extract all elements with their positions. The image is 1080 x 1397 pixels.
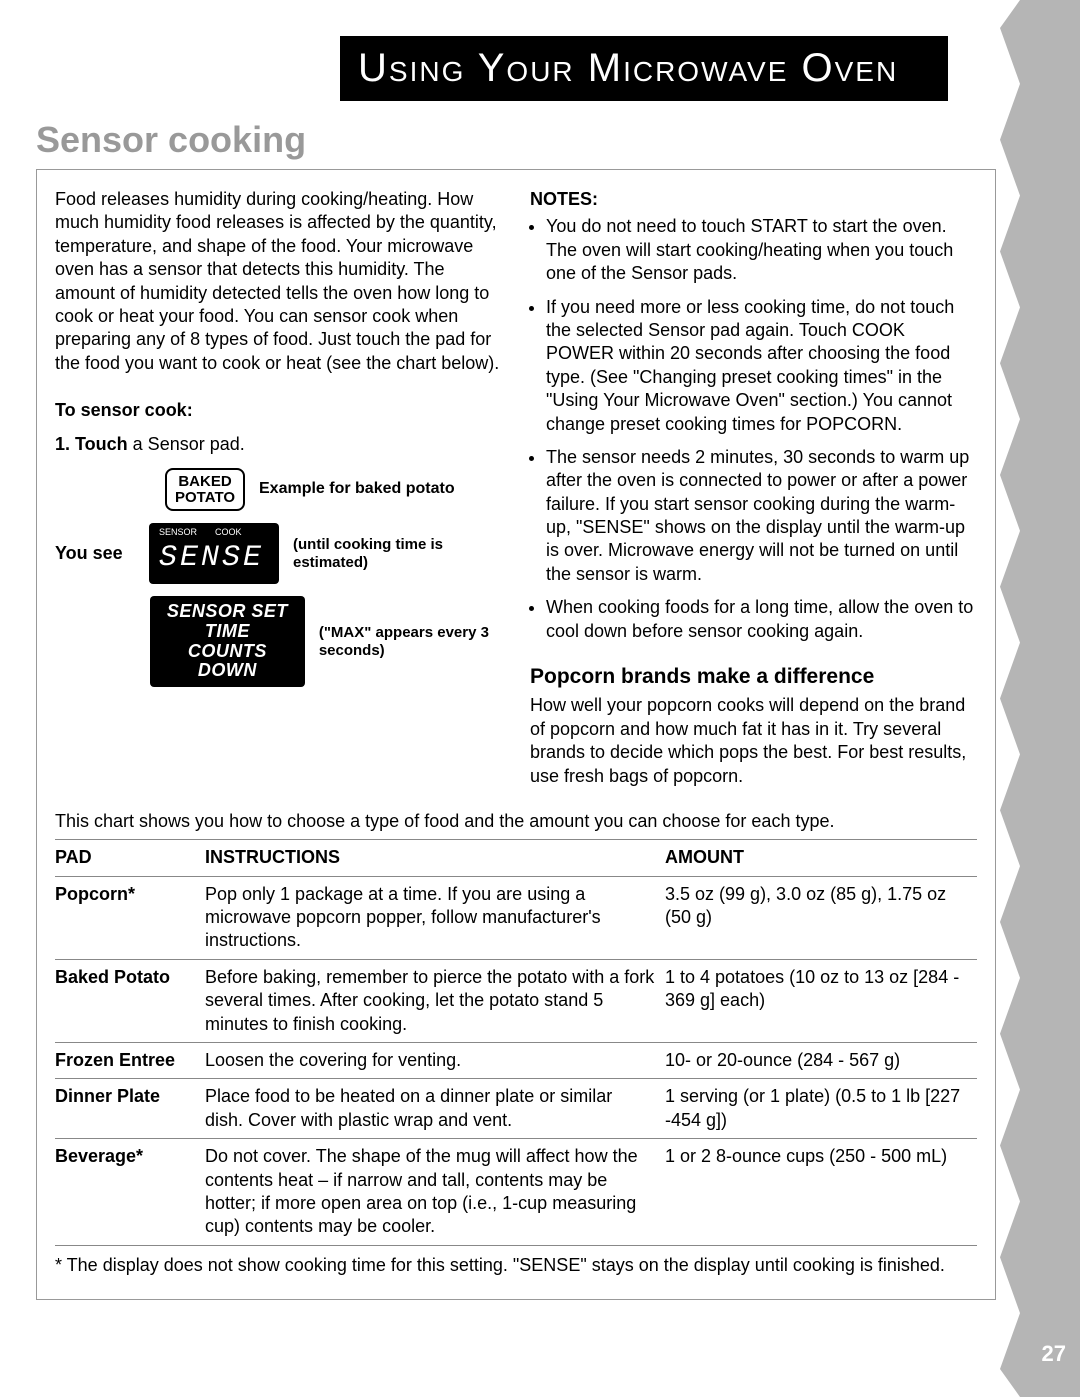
baked-line1: BAKED bbox=[175, 474, 235, 490]
cell-pad: Beverage* bbox=[55, 1139, 205, 1246]
cell-pad: Popcorn* bbox=[55, 876, 205, 959]
step-1-suffix: a Sensor pad. bbox=[128, 434, 245, 454]
sense-top-indicators: SENSOR COOK bbox=[159, 527, 269, 539]
example-row: BAKED POTATO Example for baked potato bbox=[55, 468, 502, 512]
countdown-line1: SENSOR SET TIME bbox=[162, 602, 293, 642]
baked-line2: POTATO bbox=[175, 490, 235, 506]
footnote: * The display does not show cooking time… bbox=[55, 1254, 977, 1277]
notes-list: You do not need to touch START to start … bbox=[530, 215, 977, 643]
table-row: Beverage* Do not cover. The shape of the… bbox=[55, 1139, 977, 1246]
col-instructions: INSTRUCTIONS bbox=[205, 840, 665, 876]
cell-instructions: Do not cover. The shape of the mug will … bbox=[205, 1139, 665, 1246]
step-1-prefix: 1. Touch bbox=[55, 434, 128, 454]
sensor-chart: PAD INSTRUCTIONS AMOUNT Popcorn* Pop onl… bbox=[55, 839, 977, 1245]
cell-instructions: Before baking, remember to pierce the po… bbox=[205, 959, 665, 1042]
intro-text: Food releases humidity during cooking/he… bbox=[55, 188, 502, 375]
chart-intro: This chart shows you how to choose a typ… bbox=[55, 810, 977, 833]
example-label: Example for baked potato bbox=[259, 479, 455, 500]
caption-until: (until cooking time is estimated) bbox=[293, 536, 502, 572]
table-row: Frozen Entree Loosen the covering for ve… bbox=[55, 1043, 977, 1079]
content-box: Food releases humidity during cooking/he… bbox=[36, 169, 996, 1300]
baked-potato-pad[interactable]: BAKED POTATO bbox=[165, 468, 245, 512]
header-title: Using Your Microwave Oven bbox=[358, 46, 898, 91]
page: 27 Using Your Microwave Oven Sensor cook… bbox=[0, 0, 1080, 1397]
table-row: Dinner Plate Place food to be heated on … bbox=[55, 1079, 977, 1139]
cell-amount: 1 serving (or 1 plate) (0.5 to 1 lb [227… bbox=[665, 1079, 977, 1139]
page-edge bbox=[1020, 0, 1080, 1397]
header-banner: Using Your Microwave Oven bbox=[340, 36, 948, 101]
cell-instructions: Pop only 1 package at a time. If you are… bbox=[205, 876, 665, 959]
popcorn-body: How well your popcorn cooks will depend … bbox=[530, 694, 977, 788]
cell-instructions: Loosen the covering for venting. bbox=[205, 1043, 665, 1079]
cell-pad: Baked Potato bbox=[55, 959, 205, 1042]
cell-amount: 1 to 4 potatoes (10 oz to 13 oz [284 - 3… bbox=[665, 959, 977, 1042]
two-column-layout: Food releases humidity during cooking/he… bbox=[55, 188, 977, 788]
notes-heading: NOTES: bbox=[530, 188, 977, 211]
table-header-row: PAD INSTRUCTIONS AMOUNT bbox=[55, 840, 977, 876]
cell-amount: 10- or 20-ounce (284 - 567 g) bbox=[665, 1043, 977, 1079]
countdown-row: SENSOR SET TIME COUNTS DOWN ("MAX" appea… bbox=[150, 596, 502, 687]
col-amount: AMOUNT bbox=[665, 840, 977, 876]
caption-max: ("MAX" appears every 3 seconds) bbox=[319, 624, 502, 660]
sense-small-2: COOK bbox=[215, 527, 242, 539]
you-see-row: You see SENSOR COOK SENSE (until cooking… bbox=[55, 523, 502, 584]
sense-small-1: SENSOR bbox=[159, 527, 197, 539]
cell-pad: Dinner Plate bbox=[55, 1079, 205, 1139]
page-number: 27 bbox=[1042, 1341, 1066, 1367]
countdown-line2: COUNTS DOWN bbox=[162, 642, 293, 682]
note-item: You do not need to touch START to start … bbox=[546, 215, 977, 285]
you-see-label: You see bbox=[55, 542, 135, 565]
table-row: Popcorn* Pop only 1 package at a time. I… bbox=[55, 876, 977, 959]
cell-pad: Frozen Entree bbox=[55, 1043, 205, 1079]
section-title: Sensor cooking bbox=[36, 119, 1050, 161]
sense-lcd-text: SENSE bbox=[159, 539, 269, 578]
col-pad: PAD bbox=[55, 840, 205, 876]
right-column: NOTES: You do not need to touch START to… bbox=[530, 188, 977, 788]
table-row: Baked Potato Before baking, remember to … bbox=[55, 959, 977, 1042]
note-item: If you need more or less cooking time, d… bbox=[546, 296, 977, 436]
cell-amount: 1 or 2 8-ounce cups (250 - 500 mL) bbox=[665, 1139, 977, 1246]
note-item: When cooking foods for a long time, allo… bbox=[546, 596, 977, 643]
note-item: The sensor needs 2 minutes, 30 seconds t… bbox=[546, 446, 977, 586]
to-sensor-cook-heading: To sensor cook: bbox=[55, 399, 502, 422]
countdown-display: SENSOR SET TIME COUNTS DOWN bbox=[150, 596, 305, 687]
step-1: 1. Touch a Sensor pad. bbox=[55, 433, 502, 456]
popcorn-heading: Popcorn brands make a difference bbox=[530, 663, 977, 690]
cell-amount: 3.5 oz (99 g), 3.0 oz (85 g), 1.75 oz (5… bbox=[665, 876, 977, 959]
left-column: Food releases humidity during cooking/he… bbox=[55, 188, 502, 788]
sense-display: SENSOR COOK SENSE bbox=[149, 523, 279, 584]
cell-instructions: Place food to be heated on a dinner plat… bbox=[205, 1079, 665, 1139]
